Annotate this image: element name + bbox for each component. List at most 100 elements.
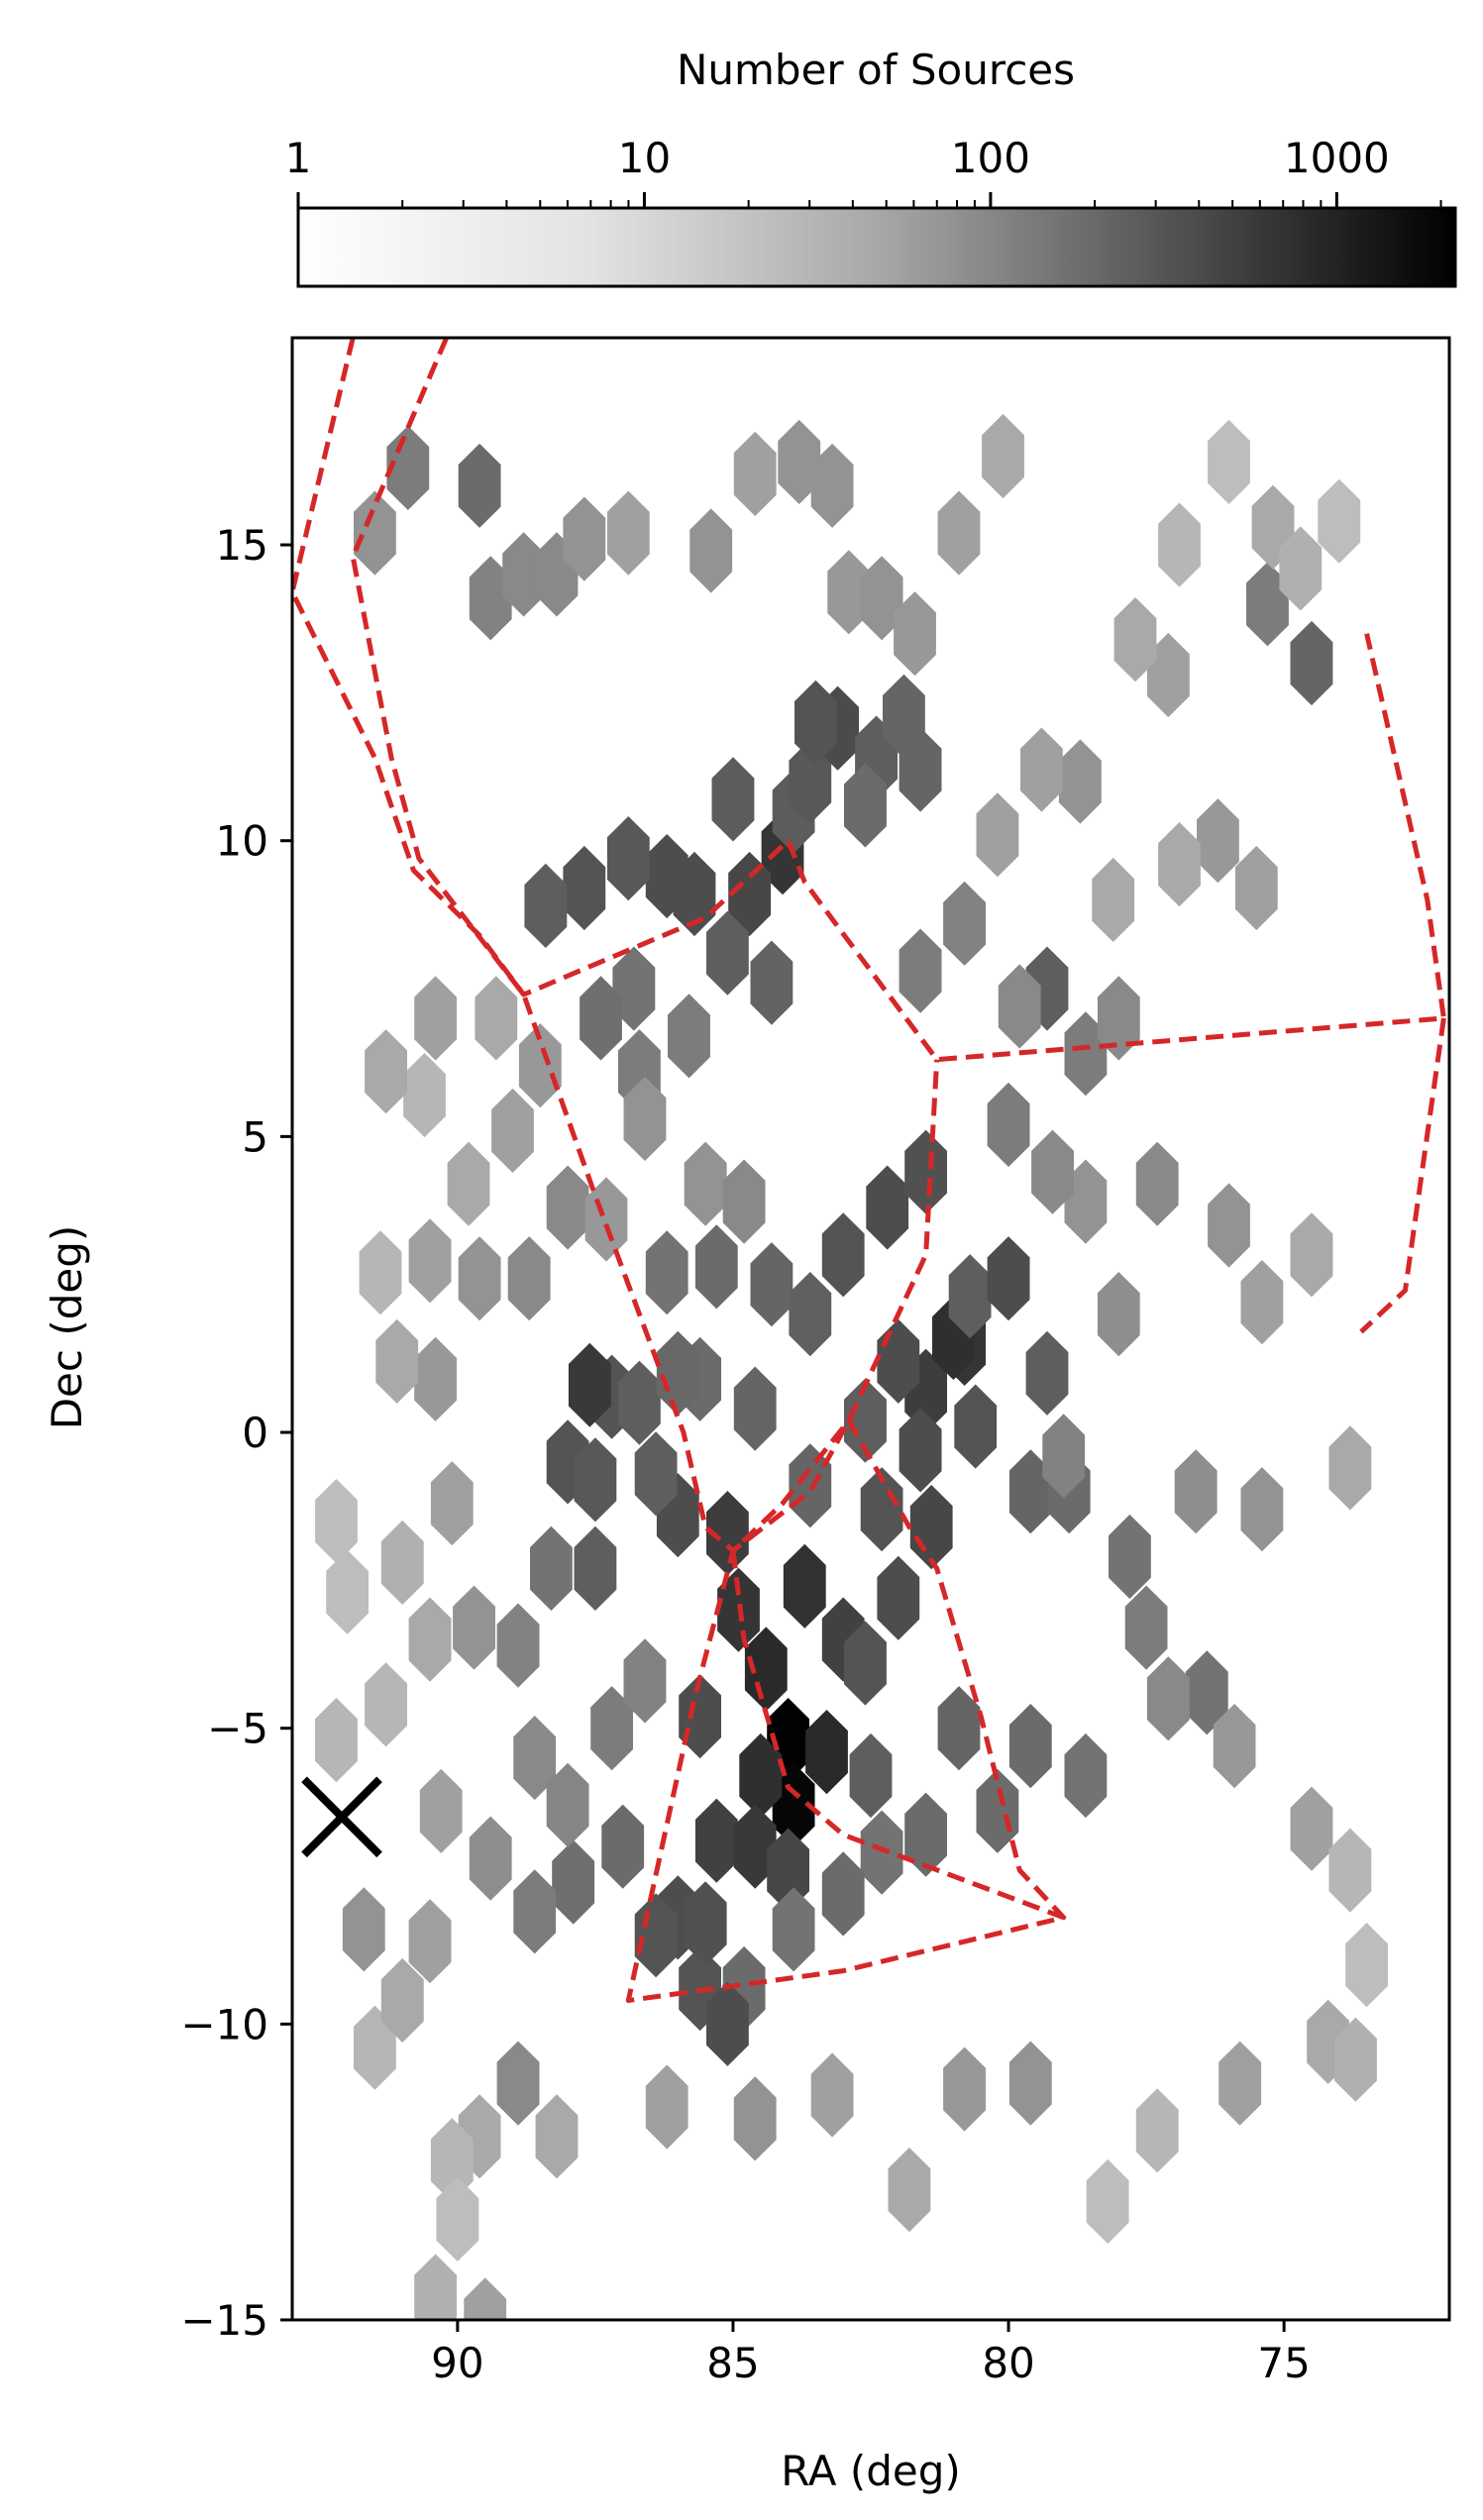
hexbin-cell	[1290, 620, 1333, 706]
hexbin-cell	[783, 1543, 826, 1628]
hexbin-cell	[943, 2047, 986, 2132]
hexbin-cell	[618, 1360, 661, 1445]
hexbin-cell	[733, 1804, 777, 1889]
hexbin-cell	[590, 1686, 633, 1771]
hexbin-cell	[1008, 1704, 1052, 1789]
hexbin-cell	[568, 1342, 611, 1427]
hexbin-cell	[1097, 976, 1140, 1061]
hexbin-cell	[1197, 798, 1239, 884]
hexbin-cell	[888, 2148, 931, 2233]
hexbin-cell	[1086, 2158, 1129, 2245]
hexbin-cell	[535, 2094, 579, 2179]
hexbin-cell	[1008, 1449, 1052, 1534]
colorbar-ticks: 1 10 100 1000	[285, 134, 1442, 208]
hexbin-cell	[866, 1165, 909, 1250]
hexbin-cell	[1208, 1183, 1250, 1268]
hexbin-cell	[728, 851, 772, 937]
hexbin-cell	[679, 1674, 721, 1759]
hexbin-cell	[530, 1525, 573, 1611]
hexbin-cell	[563, 845, 606, 931]
hexbin-cell	[1213, 1704, 1256, 1789]
hexbin-cell	[987, 1082, 1030, 1167]
hexbin-cell	[904, 1129, 947, 1214]
colorbar-tick-label: 10	[618, 134, 671, 182]
hexbin-cell	[1174, 1449, 1218, 1534]
x-tick-label: 80	[982, 2339, 1034, 2387]
hexbin-cell	[1240, 1260, 1284, 1345]
hexbin-cell	[469, 556, 512, 641]
hexbin-cell	[772, 1762, 815, 1847]
hexbin-cell	[706, 1491, 749, 1576]
hexbin-cell	[414, 1336, 457, 1421]
hexbin-cell	[623, 1638, 667, 1724]
region-outline	[1359, 1017, 1446, 1334]
hexbin-cell	[1109, 1514, 1151, 1600]
hexbin-cell	[580, 976, 622, 1061]
hexbin-cell	[805, 1710, 848, 1795]
hexbin-cell	[844, 1621, 887, 1706]
hexbin-cell	[976, 1768, 1019, 1853]
hexbin-cell	[810, 443, 854, 528]
region-outline	[350, 338, 940, 1553]
hexbin-cell	[408, 1218, 452, 1304]
x-tick-label: 85	[706, 2339, 759, 2387]
hexbin-cell	[1240, 1467, 1284, 1552]
hexbin-cell	[1058, 739, 1102, 824]
colorbar-gradient	[296, 206, 1457, 288]
hexbin-cell	[1234, 845, 1278, 931]
hexbin-cell	[1345, 1923, 1388, 2008]
hexbin-cell	[513, 1869, 557, 1954]
x-axis-label: RA (deg)	[781, 2447, 961, 2495]
hexbin-cell	[1218, 2041, 1262, 2126]
hexbin-cell	[767, 1828, 809, 1913]
hexbin-cell	[810, 2052, 854, 2138]
hexbin-cell	[502, 532, 545, 617]
hexbin-cell	[342, 1887, 385, 1972]
hexbin-cell	[375, 1318, 419, 1404]
hexbin-cell	[844, 763, 887, 848]
hexbin-cell	[656, 1330, 699, 1416]
colorbar-label: Number of Sources	[677, 46, 1075, 94]
hexbin-cell	[849, 1732, 893, 1819]
hexbin-cell	[722, 1159, 766, 1244]
hexbin-cell	[645, 1230, 689, 1315]
hexbin-cell	[574, 1437, 617, 1522]
hexbin-cell	[1025, 1330, 1069, 1416]
colorbar-tick-label: 100	[951, 134, 1030, 182]
hexbin-cell	[778, 419, 821, 504]
y-axis-label: Dec (deg)	[43, 1225, 91, 1430]
hexbin-cell	[1158, 822, 1201, 907]
x-marker-stroke	[301, 1776, 382, 1858]
hexbin-cell	[1124, 1585, 1168, 1670]
x-tick-label: 75	[1257, 2339, 1310, 2387]
hexbin-cell	[750, 1242, 794, 1327]
hexbin-cell	[1208, 419, 1250, 504]
hexbin-cell	[1113, 597, 1157, 682]
hexbin-cell	[684, 1141, 727, 1226]
y-axis-ticks: 15 10 5 0 −5 −10 −15	[180, 521, 292, 2345]
hexbin-cell	[711, 757, 755, 842]
hexbin-cell	[403, 1053, 446, 1138]
hexbin-cell	[789, 1443, 832, 1528]
hexbin-cell	[827, 550, 871, 635]
hexbin-cell	[414, 976, 457, 1061]
hexbin-cell	[899, 727, 942, 812]
hexbin-cell	[904, 1792, 947, 1877]
x-tick-label: 90	[431, 2339, 483, 2387]
hexbin-cell	[860, 1467, 903, 1552]
hexbin-cell	[794, 680, 837, 765]
hexbin-cell	[937, 1686, 981, 1771]
hexbin-cell	[408, 1899, 452, 1984]
hexbin-cell	[380, 1957, 424, 2043]
hexbin-cell	[706, 910, 749, 996]
hexbin-cell	[496, 1603, 540, 1688]
hexbin-cell	[414, 2254, 457, 2320]
hexbin-cell	[507, 1236, 551, 1321]
hexbin-cell	[744, 1627, 788, 1712]
hexbin-cell	[612, 946, 656, 1031]
y-tick-label: 5	[242, 1112, 268, 1161]
hexbin-cell	[684, 1881, 727, 1966]
hexbin-cell	[606, 490, 650, 576]
y-tick-label: 10	[216, 817, 268, 866]
region-outline	[292, 338, 1446, 1063]
